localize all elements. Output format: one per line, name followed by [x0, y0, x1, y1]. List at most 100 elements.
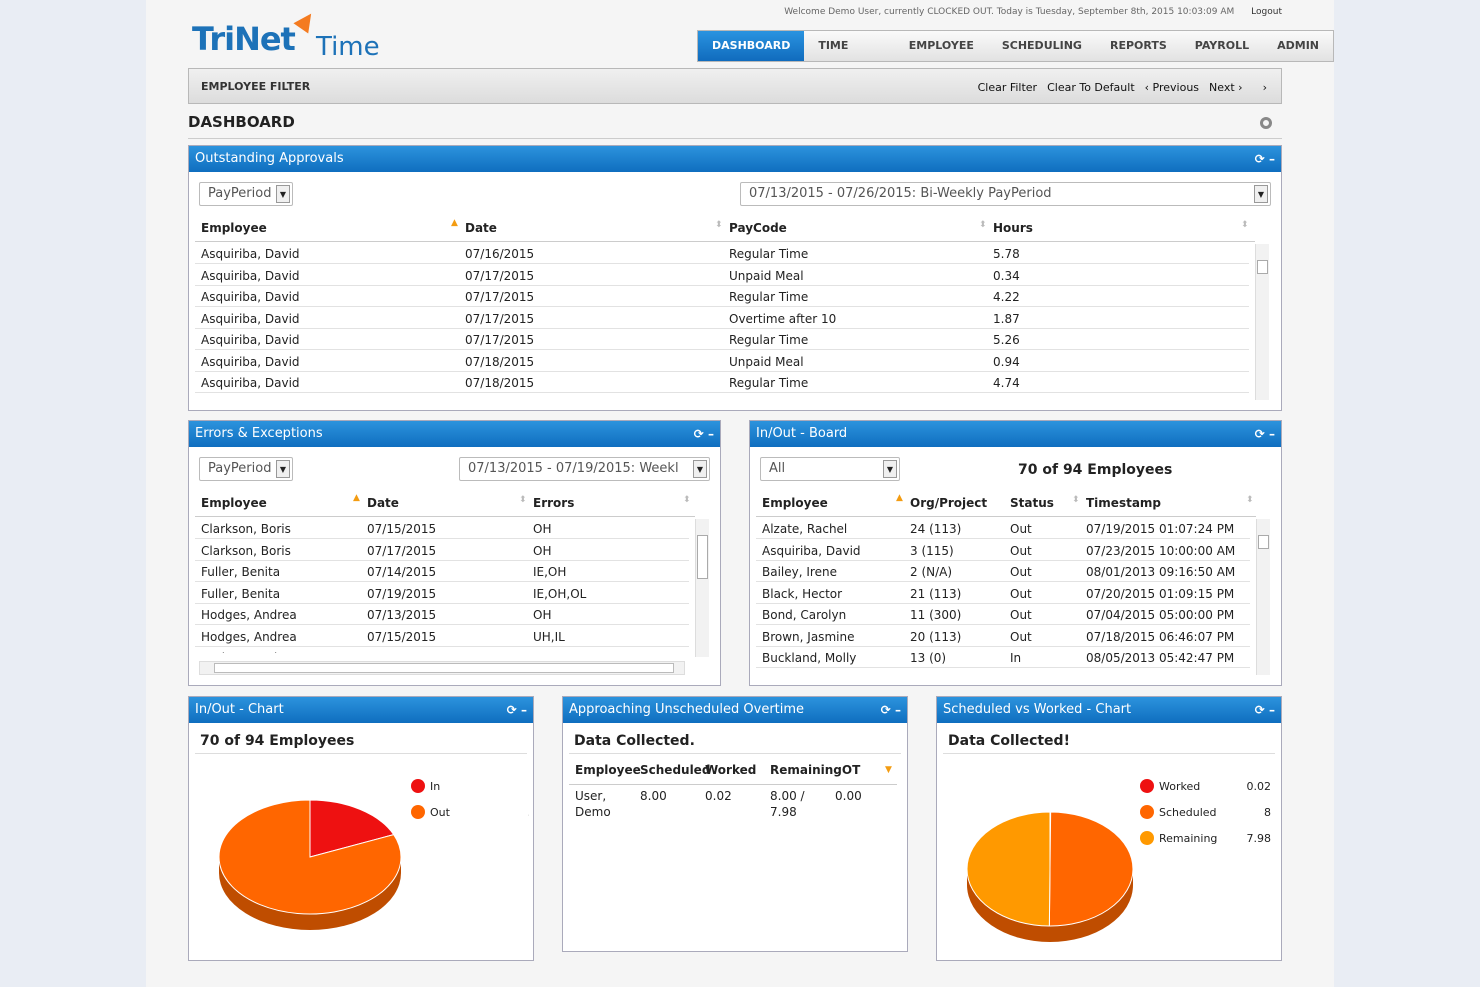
nav-scheduling[interactable]: SCHEDULING	[1001, 39, 1082, 52]
vertical-scrollbar[interactable]	[1256, 519, 1270, 675]
table-row[interactable]: Alzate, Rachel 24 (113) Out 07/19/2015 01:0…	[756, 518, 1250, 539]
refresh-collapse-icons[interactable]: ⟳ –	[506, 703, 527, 717]
table-cell: Buckland, Molly	[762, 651, 857, 665]
sort-icon[interactable]: ⬍	[1241, 220, 1249, 230]
scroll-thumb[interactable]	[1257, 260, 1268, 274]
scroll-thumb[interactable]	[1258, 535, 1269, 549]
status-filter-select[interactable]: All ▼	[760, 457, 900, 481]
divider	[943, 753, 1275, 754]
col-timestamp[interactable]: Timestamp	[1086, 496, 1162, 510]
previous-link[interactable]: ‹ Previous	[1145, 81, 1199, 94]
pie-slice-in[interactable]	[309, 799, 395, 858]
nav-payroll[interactable]: PAYROLL	[1194, 39, 1250, 52]
logout-link[interactable]: Logout	[1251, 7, 1282, 17]
col-worked[interactable]: Worked	[705, 763, 757, 777]
h-scroll-thumb[interactable]	[214, 663, 674, 673]
col-remaining-ot[interactable]: RemainingOT	[770, 763, 861, 777]
nav-employee[interactable]: EMPLOYEE	[908, 39, 974, 52]
nav-reports[interactable]: REPORTS	[1109, 39, 1167, 52]
table-cell: 5.78	[993, 247, 1020, 261]
refresh-collapse-icons[interactable]: ⟳ –	[1254, 427, 1275, 441]
table-row[interactable]: Hodges, Andrea 07/15/2015 UH,IL	[195, 626, 689, 647]
sort-icon[interactable]: ⬍	[1246, 495, 1254, 505]
period-select[interactable]: PayPeriod ▼	[199, 457, 293, 481]
table-row[interactable]: Asquiriba, David 07/17/2015 Regular Time 4.…	[195, 286, 1249, 307]
table-cell: 07/18/2015	[465, 376, 535, 390]
sort-asc-icon[interactable]: ▲	[896, 493, 903, 503]
nav-admin[interactable]: ADMIN	[1277, 39, 1319, 52]
table-row[interactable]: Asquiriba, David 07/17/2015 Unpaid Meal 0.3…	[195, 265, 1249, 286]
table-row[interactable]: Black, Hector 21 (113) Out 07/20/2015 01:09…	[756, 583, 1250, 604]
sort-icon[interactable]: ⬍	[715, 220, 723, 230]
table-row[interactable]: Asquiriba, David 3 (115) Out 07/23/2015 10:…	[756, 540, 1250, 561]
table-row[interactable]: Asquiriba, David 07/17/2015 Regular Time 5.…	[195, 329, 1249, 350]
refresh-collapse-icons[interactable]: ⟳ –	[1254, 703, 1275, 717]
col-employee[interactable]: Employee	[575, 763, 641, 777]
col-errors[interactable]: Errors	[533, 496, 575, 510]
sort-icon[interactable]: ⬍	[519, 495, 527, 505]
col-status[interactable]: Status	[1010, 496, 1054, 510]
table-row[interactable]: Brown, Jasmine 20 (113) Out 07/18/2015 06:4…	[756, 626, 1250, 647]
sort-asc-icon[interactable]: ▲	[451, 218, 458, 228]
table-row[interactable]: Asquiriba, David 07/18/2015 Regular Time 4.…	[195, 372, 1249, 393]
pie-slice-out[interactable]	[218, 799, 402, 915]
col-hours[interactable]: Hours	[993, 221, 1033, 235]
inout-board-panel: In/Out - Board ⟳ – All ▼ 70 of 94 Employe…	[749, 420, 1282, 686]
gear-icon[interactable]	[1260, 117, 1272, 129]
table-row[interactable]: Fuller, Benita 07/19/2015 IE,OH,OL	[195, 583, 689, 604]
clear-default-link[interactable]: Clear To Default	[1047, 81, 1135, 94]
col-employee[interactable]: Employee	[201, 496, 267, 510]
period-select-value: PayPeriod	[208, 186, 272, 201]
col-org-project[interactable]: Org/Project	[910, 496, 988, 510]
scroll-thumb[interactable]	[697, 535, 708, 579]
col-employee[interactable]: Employee	[762, 496, 828, 510]
logo-brand: TriNet	[192, 20, 296, 58]
table-row[interactable]: Clarkson, Boris 07/15/2015 OH	[195, 518, 689, 539]
table-cell: Fuller, Benita	[201, 565, 281, 579]
vertical-scrollbar[interactable]	[695, 519, 709, 657]
table-cell: Asquiriba, David	[201, 333, 300, 347]
table-row[interactable]: Clarkson, Boris 07/17/2015 OH	[195, 540, 689, 561]
sort-icon[interactable]: ⬍	[683, 495, 691, 505]
table-row[interactable]: Asquiriba, David 07/18/2015 Unpaid Meal 0.9…	[195, 351, 1249, 372]
table-row[interactable]: Asquiriba, David 07/17/2015 Overtime after…	[195, 308, 1249, 329]
pie-slice-scheduled[interactable]	[1048, 811, 1134, 927]
clear-filter-link[interactable]: Clear Filter	[977, 81, 1038, 94]
sort-desc-icon[interactable]: ▼	[885, 765, 892, 775]
nav-time-cards[interactable]: TIME CARDS	[818, 39, 860, 82]
refresh-collapse-icons[interactable]: ⟳ –	[880, 703, 901, 717]
legend-dot-out	[411, 805, 425, 819]
nav-dashboard[interactable]: DASHBOARD	[698, 31, 805, 61]
period-select[interactable]: PayPeriod ▼	[199, 182, 293, 206]
table-row[interactable]: Buckland, Molly 13 (0) In 08/05/2013 05:42:…	[756, 647, 1250, 668]
table-row[interactable]: Asquiriba, David 07/16/2015 Regular Time 5.…	[195, 243, 1249, 264]
table-cell: Out	[1010, 565, 1032, 579]
table-row[interactable]: User, Demo 8.00 0.02 8.00 / 7.98 0.00	[569, 787, 897, 823]
horizontal-scrollbar[interactable]	[199, 661, 685, 675]
sort-asc-icon[interactable]: ▲	[353, 493, 360, 503]
trinet-logo[interactable]: TriNet Time	[192, 8, 432, 62]
table-row[interactable]: Hodges, Andrea 07/13/2015 OH	[195, 604, 689, 625]
pie-slice-remaining[interactable]	[966, 811, 1051, 927]
table-row[interactable]: Fuller, Benita 07/14/2015 IE,OH	[195, 561, 689, 582]
table-row[interactable]: Bailey, Irene 2 (N/A) Out 08/01/2013 09:16:…	[756, 561, 1250, 582]
expand-chevron-icon[interactable]: ›	[1262, 81, 1267, 94]
col-scheduled[interactable]: Scheduled	[640, 763, 711, 777]
range-select[interactable]: 07/13/2015 - 07/26/2015: Bi-Weekly PayPe…	[740, 182, 1271, 206]
table-row[interactable]: Hodges, Andrea 07/18/2015 OH	[195, 647, 689, 653]
table-row[interactable]: Bond, Carolyn 11 (300) Out 07/04/2015 05:00…	[756, 604, 1250, 625]
col-paycode[interactable]: PayCode	[729, 221, 787, 235]
table-cell: Regular Time	[729, 247, 809, 261]
col-date[interactable]: Date	[465, 221, 497, 235]
range-select-value: 07/13/2015 - 07/26/2015: Bi-Weekly PayPe…	[749, 186, 1052, 201]
employee-filter-label[interactable]: EMPLOYEE FILTER	[201, 80, 311, 93]
col-employee[interactable]: Employee	[201, 221, 267, 235]
next-link[interactable]: Next ›	[1209, 81, 1243, 94]
range-select[interactable]: 07/13/2015 - 07/19/2015: Weekl ▼	[459, 457, 710, 481]
sort-icon[interactable]: ⬍	[1072, 495, 1080, 505]
col-date[interactable]: Date	[367, 496, 399, 510]
sort-icon[interactable]: ⬍	[979, 220, 987, 230]
refresh-collapse-icons[interactable]: ⟳ –	[693, 427, 714, 441]
vertical-scrollbar[interactable]	[1255, 244, 1269, 400]
refresh-collapse-icons[interactable]: ⟳ –	[1254, 152, 1275, 166]
